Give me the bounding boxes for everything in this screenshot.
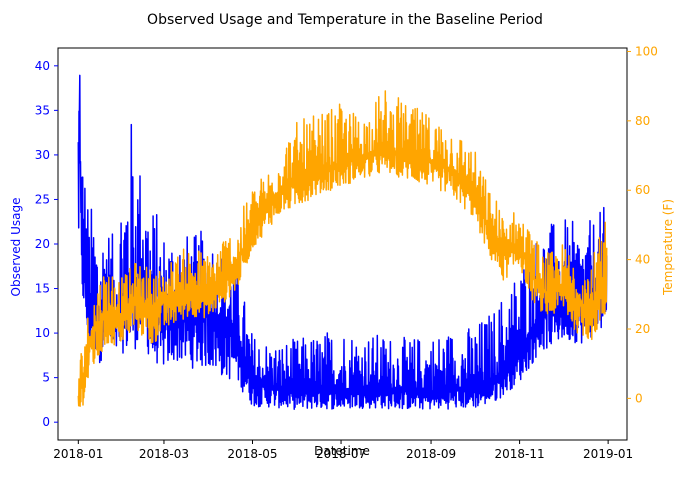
x-tick-label: 2018-05 (227, 447, 277, 461)
temperature-series-line (77, 90, 608, 407)
left-y-tick-label: 5 (42, 371, 50, 385)
right-y-axis-ticks: 0 20 40 60 80 100 (627, 44, 658, 405)
left-y-tick-label: 35 (35, 103, 50, 117)
left-y-tick-label: 30 (35, 148, 50, 162)
right-y-tick-label: 20 (635, 322, 650, 336)
x-tick-label: 2018-11 (495, 447, 545, 461)
right-y-tick-label: 80 (635, 114, 650, 128)
left-y-axis-label: Observed Usage (9, 198, 23, 297)
x-tick-label: 2018-09 (406, 447, 456, 461)
series-layer (77, 74, 608, 410)
left-y-tick-label: 10 (35, 326, 50, 340)
right-y-tick-label: 60 (635, 183, 650, 197)
right-y-tick-label: 40 (635, 253, 650, 267)
left-y-tick-label: 25 (35, 192, 50, 206)
x-tick-label: 2018-03 (139, 447, 189, 461)
left-y-tick-label: 15 (35, 282, 50, 296)
left-y-tick-label: 0 (42, 415, 50, 429)
right-y-tick-label: 100 (635, 44, 658, 58)
right-y-tick-label: 0 (635, 391, 643, 405)
chart-title: Observed Usage and Temperature in the Ba… (147, 12, 543, 28)
x-tick-label: 2018-07 (316, 447, 366, 461)
left-y-tick-label: 40 (35, 59, 50, 73)
x-tick-label: 2019-01 (583, 447, 633, 461)
x-axis-ticks: 2018-01 2018-03 2018-05 2018-07 2018-09 2018-… (53, 440, 633, 461)
right-y-axis-label: Temperature (F) (661, 199, 675, 296)
left-y-tick-label: 20 (35, 237, 50, 251)
left-y-axis-ticks: 0 5 10 15 20 25 30 35 40 (35, 59, 58, 429)
x-tick-label: 2018-01 (53, 447, 103, 461)
x-axis-label: Datetime (314, 444, 370, 458)
